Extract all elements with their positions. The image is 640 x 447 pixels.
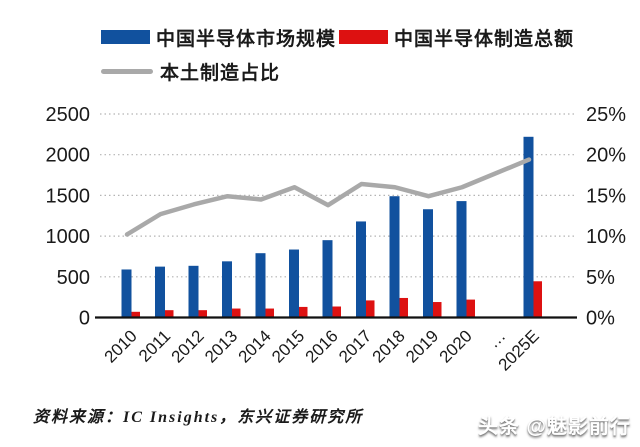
left-axis-tick: 0 [79, 308, 90, 330]
x-axis-label-2012: 2012 [168, 326, 208, 366]
left-axis-tick: 1500 [46, 185, 91, 207]
production-bar-2018 [399, 297, 408, 318]
production-bar-2012 [198, 310, 207, 318]
production-bar-2019 [433, 302, 442, 318]
production-bar-2014 [265, 308, 274, 318]
production-bar-2017 [366, 300, 375, 318]
production-series-label: 中国半导体制造总额 [394, 28, 575, 50]
market-bar-2011 [155, 266, 165, 318]
right-axis-tick: 10% [586, 226, 626, 248]
chart-legend: 中国半导体市场规模 中国半导体制造总额 本土制造占比 [101, 24, 574, 92]
production-bar-2015 [299, 306, 308, 318]
x-axis-label-2015: 2015 [268, 326, 308, 366]
left-axis-tick: 2500 [46, 104, 91, 126]
data-source-note: 资料来源：IC Insights，东兴证券研究所 [33, 409, 364, 426]
market-bar-2025E [523, 136, 534, 318]
left-axis-tick: 2000 [46, 145, 91, 167]
market-bar-2013 [222, 261, 232, 318]
x-axis-label-2010: 2010 [101, 326, 141, 366]
production-bar-2020 [466, 299, 475, 318]
x-axis-label-2013: 2013 [201, 326, 241, 366]
right-axis-tick: 25% [586, 104, 626, 126]
market-bar-2014 [255, 253, 266, 318]
market-bar-2018 [389, 196, 400, 318]
market-series-label: 中国半导体市场规模 [156, 28, 337, 50]
production-series-swatch [339, 30, 389, 44]
x-axis-label-…: … [484, 326, 509, 351]
x-axis-label-2014: 2014 [235, 326, 275, 366]
production-bar-2016 [332, 306, 341, 318]
ratio-series-swatch [101, 68, 153, 74]
right-axis-tick: 0% [586, 308, 615, 330]
right-axis-tick: 15% [586, 185, 626, 207]
left-axis-tick: 500 [57, 267, 90, 289]
right-axis-tick: 20% [586, 145, 626, 167]
legend-row-2: 本土制造占比 [101, 58, 574, 84]
production-bar-2010 [131, 311, 140, 318]
left-axis-tick: 1000 [46, 226, 91, 248]
x-axis-label-2018: 2018 [369, 326, 409, 366]
x-axis-label-2019: 2019 [402, 326, 442, 366]
x-axis-label-2017: 2017 [335, 326, 375, 366]
legend-row-1: 中国半导体市场规模 中国半导体制造总额 [101, 24, 574, 50]
market-bar-2012 [188, 265, 199, 318]
market-series-swatch [101, 30, 150, 44]
production-bar-2011 [165, 310, 174, 318]
x-axis-label-2011: 2011 [135, 326, 174, 365]
market-bar-2010 [121, 269, 132, 318]
market-bar-2017 [356, 221, 366, 318]
production-bar-2013 [232, 308, 241, 318]
market-bar-2016 [322, 240, 333, 318]
market-bar-2019 [423, 209, 433, 318]
ratio-series-label: 本土制造占比 [160, 62, 281, 84]
market-bar-2020 [456, 201, 467, 318]
right-axis-tick: 5% [586, 267, 615, 289]
toutiao-watermark: 头条 @魅影前行 [477, 416, 631, 438]
x-axis-label-2020: 2020 [436, 326, 476, 366]
x-axis-label-2016: 2016 [302, 326, 342, 366]
production-bar-2025E [533, 281, 542, 318]
market-bar-2015 [289, 249, 299, 318]
ratio-line [124, 157, 532, 237]
